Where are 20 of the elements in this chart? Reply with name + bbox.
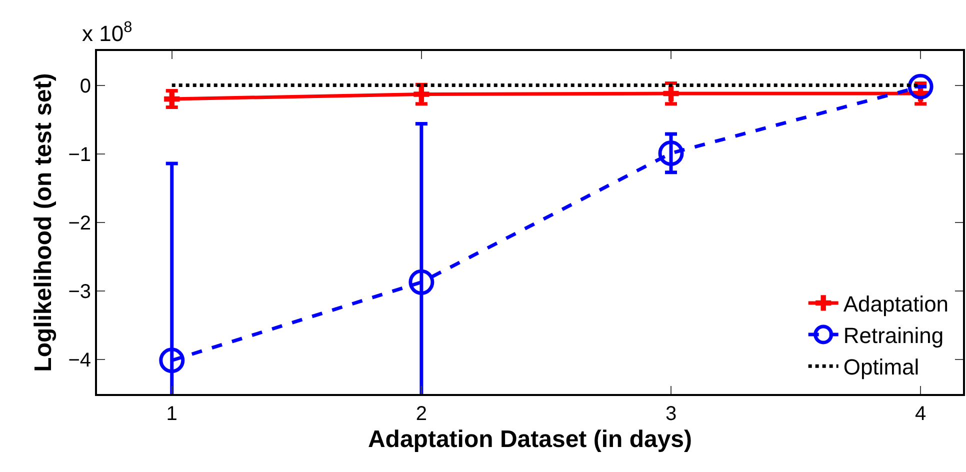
legend-label: Optimal <box>843 354 920 380</box>
point <box>908 74 934 100</box>
x-tick-label: 3 <box>665 403 677 425</box>
x-tick-label: 4 <box>915 403 926 425</box>
x-axis-title: Adaptation Dataset (in days) <box>368 426 692 453</box>
y-tick-label: −3 <box>68 281 91 304</box>
y-tick-label: −1 <box>68 144 91 166</box>
point <box>663 86 679 102</box>
point <box>658 140 684 166</box>
point <box>408 269 434 295</box>
x-tick-label: 2 <box>416 403 428 425</box>
text: x 10$^{8}$ <box>82 19 132 46</box>
point <box>159 348 185 374</box>
y-axis-title: Loglikelihood (on test set) <box>30 73 57 372</box>
legend-label: Retraining <box>843 323 944 348</box>
x-tick-label: 1 <box>166 403 178 425</box>
y-tick-label: −2 <box>68 212 91 234</box>
y-tick-label: −4 <box>68 350 91 372</box>
legend-label: Adaptation <box>843 292 949 317</box>
y-tick-label: 0 <box>80 75 91 98</box>
